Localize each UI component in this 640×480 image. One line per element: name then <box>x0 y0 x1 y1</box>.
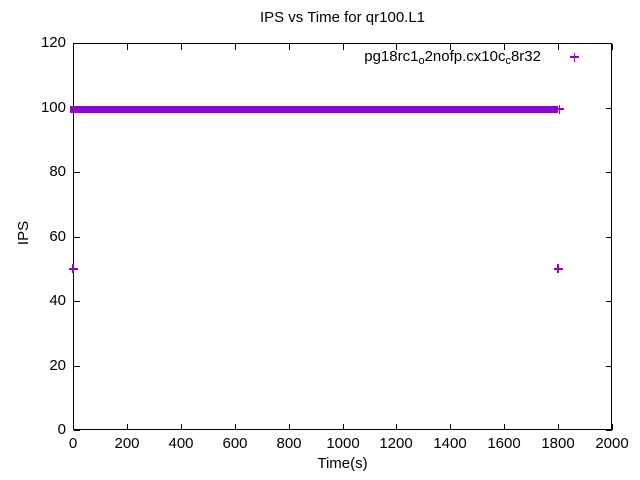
plus-icon-vbar <box>72 264 74 274</box>
x-tick-mark <box>558 424 559 430</box>
x-tick-label: 0 <box>68 435 78 452</box>
x-tick-mark <box>343 424 344 430</box>
x-tick-mark-top <box>504 44 505 50</box>
x-tick-mark-top <box>181 44 182 50</box>
y-tick-mark <box>74 430 80 431</box>
x-tick-mark-top <box>73 44 74 50</box>
data-point-marker <box>554 104 564 114</box>
x-tick-mark-top <box>612 44 613 50</box>
y-tick-label: 100 <box>40 99 66 116</box>
y-tick-mark-right <box>606 172 612 173</box>
legend-series-label: pg18rc1o2nofp.cx10cc8r32 <box>364 48 541 70</box>
y-tick-label: 0 <box>57 421 66 438</box>
legend-label-text: 2nofp.cx10c <box>424 48 506 65</box>
x-tick-mark-top <box>558 44 559 50</box>
x-tick-mark-top <box>289 44 290 50</box>
x-tick-mark <box>612 424 613 430</box>
x-tick-label: 1200 <box>379 435 413 452</box>
y-tick-mark <box>74 172 80 173</box>
data-point-marker <box>68 264 78 274</box>
plus-icon-vbar <box>557 264 559 274</box>
y-tick-mark-right <box>606 430 612 431</box>
x-tick-mark-top <box>396 44 397 50</box>
x-tick-label: 200 <box>114 435 140 452</box>
x-tick-label: 2000 <box>595 435 629 452</box>
y-tick-label: 20 <box>49 357 66 374</box>
series-dense-band <box>69 105 559 113</box>
x-axis-label: Time(s) <box>317 455 368 472</box>
x-tick-mark-top <box>127 44 128 50</box>
y-tick-label: 120 <box>40 34 66 51</box>
y-tick-mark <box>74 43 80 44</box>
legend-label-text: 8r32 <box>510 48 541 65</box>
y-tick-mark-right <box>606 301 612 302</box>
x-tick-label: 400 <box>168 435 194 452</box>
legend-label-text: pg18rc1 <box>364 48 419 65</box>
legend-plus-marker-icon <box>570 52 579 62</box>
x-tick-label: 800 <box>276 435 302 452</box>
y-tick-mark-right <box>606 237 612 238</box>
x-tick-mark-top <box>450 44 451 50</box>
plus-icon-vbar <box>573 52 576 62</box>
y-tick-label: 80 <box>49 163 66 180</box>
y-tick-mark <box>74 301 80 302</box>
x-tick-mark <box>289 424 290 430</box>
x-tick-label: 600 <box>222 435 248 452</box>
x-tick-mark <box>127 424 128 430</box>
x-tick-mark <box>396 424 397 430</box>
y-tick-label: 60 <box>49 228 66 245</box>
data-point-marker <box>553 264 563 274</box>
legend-label-subscript: o <box>418 55 425 67</box>
legend-label-subscript: c <box>505 55 511 67</box>
x-tick-mark <box>504 424 505 430</box>
x-tick-mark-top <box>235 44 236 50</box>
plot-area-border <box>73 43 612 430</box>
y-tick-mark <box>74 366 80 367</box>
x-tick-mark <box>181 424 182 430</box>
plus-icon-vbar <box>558 104 561 114</box>
y-tick-mark <box>74 237 80 238</box>
x-tick-mark <box>235 424 236 430</box>
x-tick-mark <box>73 424 74 430</box>
x-tick-label: 1600 <box>487 435 521 452</box>
x-tick-mark <box>450 424 451 430</box>
chart-title: IPS vs Time for qr100.L1 <box>259 9 426 26</box>
y-tick-mark-right <box>606 108 612 109</box>
y-tick-mark-right <box>606 43 612 44</box>
y-tick-label: 40 <box>49 292 66 309</box>
x-tick-label: 1400 <box>433 435 467 452</box>
y-tick-mark-right <box>606 366 612 367</box>
x-tick-label: 1000 <box>326 435 360 452</box>
x-tick-mark-top <box>343 44 344 50</box>
x-tick-label: 1800 <box>541 435 575 452</box>
